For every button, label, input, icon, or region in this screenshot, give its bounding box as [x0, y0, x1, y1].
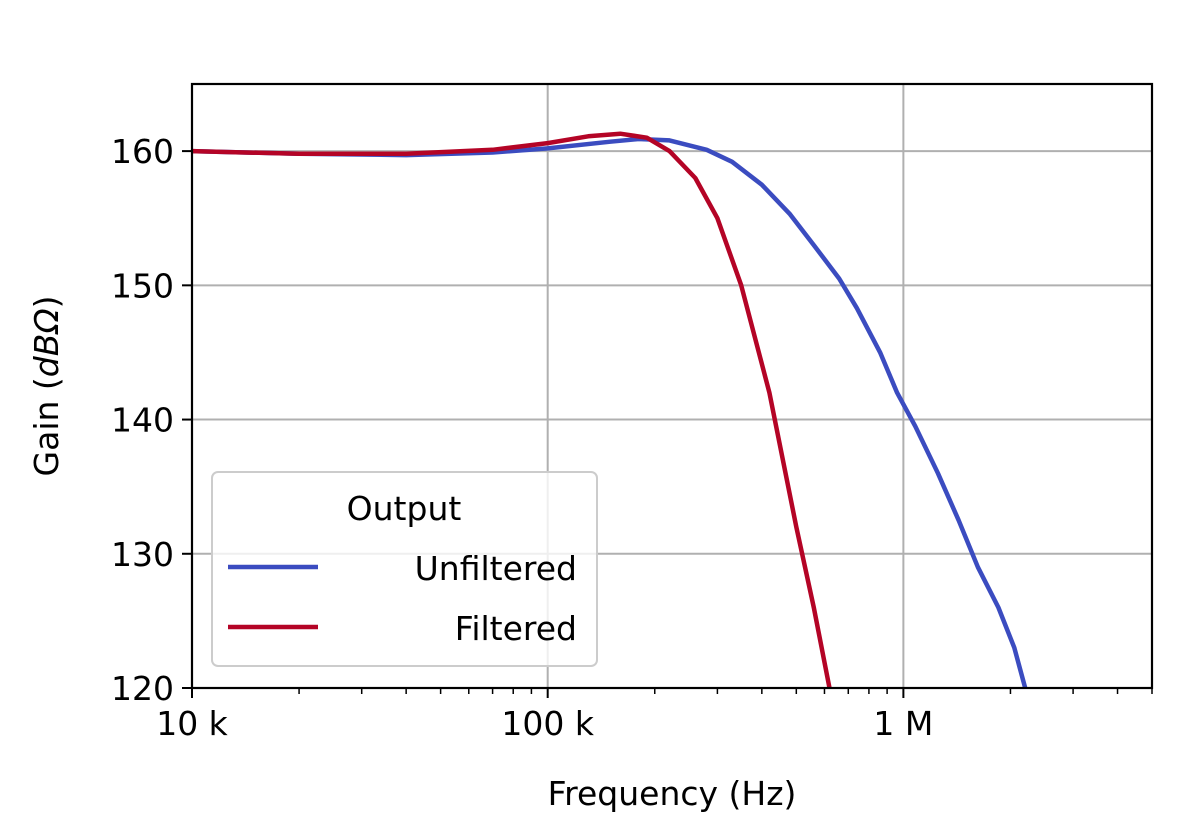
series-line-filtered	[192, 131, 832, 688]
axis-ticks: 10 k 100 k 1 M 120 130 140 150 160	[111, 132, 1153, 743]
legend-label-filtered: Filtered	[455, 609, 577, 648]
plot-area	[190, 82, 1154, 690]
legend-label-unfiltered: Unfiltered	[415, 549, 577, 588]
y-axis-label: Gain (dBΩ)	[27, 296, 66, 477]
y-tick-label-120: 120	[111, 669, 174, 708]
y-tick-label-140: 140	[111, 401, 174, 440]
y-tick-label-150: 150	[111, 266, 174, 305]
series-lines	[192, 131, 1028, 688]
x-tick-label-10k: 10 k	[156, 704, 228, 743]
legend-box	[211, 471, 598, 667]
legend: Output Unfiltered Filtered	[211, 471, 598, 667]
x-tick-label-1m: 1 M	[873, 704, 933, 743]
x-axis-label: Frequency (Hz)	[548, 774, 797, 813]
legend-title: Output	[347, 489, 462, 528]
series-line-unfiltered	[192, 136, 1028, 688]
y-tick-label-130: 130	[111, 535, 174, 574]
y-tick-label-160: 160	[111, 132, 174, 171]
x-tick-label-100k: 100 k	[501, 704, 594, 743]
